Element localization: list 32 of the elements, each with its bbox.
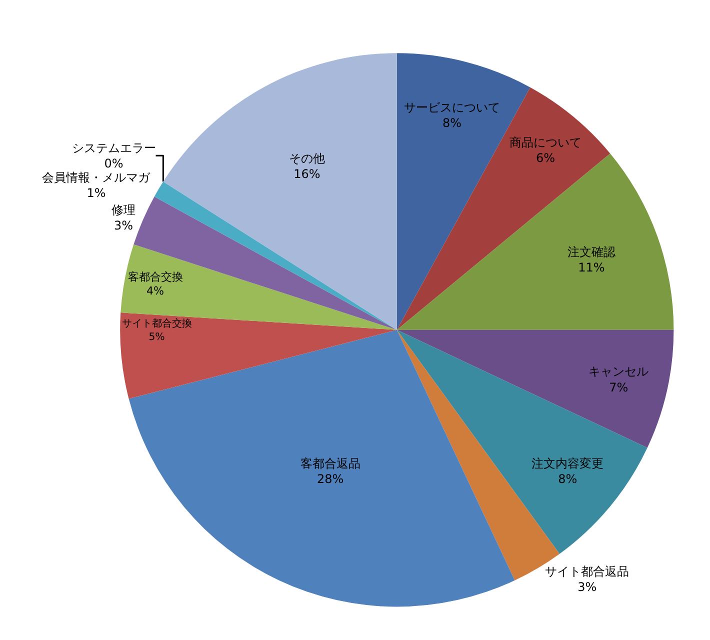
data-label: 28% <box>316 472 344 486</box>
data-label: 11% <box>578 260 605 275</box>
slice-label: 会員情報・メルマガ <box>42 170 152 184</box>
pie-slice <box>396 153 674 330</box>
slice-label: 注文内容変更 <box>532 456 604 470</box>
slice-label: サイト都合交換 <box>122 318 192 330</box>
pie-slice <box>128 330 515 606</box>
slice-label: その他 <box>288 151 325 166</box>
data-label: 5% <box>148 332 166 343</box>
slice-label: サイト都合返品 <box>545 564 630 578</box>
category-label: システムエラー <box>72 140 156 155</box>
pie-slice <box>396 330 674 448</box>
data-label: 8% <box>442 116 462 130</box>
pie-slice <box>120 244 397 330</box>
slice-label: サービスについて <box>404 100 500 114</box>
data-label: 8% <box>558 472 578 486</box>
slice-label: 修理 <box>111 202 136 217</box>
slice-label: キャンセル <box>588 364 649 379</box>
slice-label: 商品について <box>509 136 582 150</box>
data-label: 1% <box>86 186 106 200</box>
data-label: 3% <box>114 218 133 232</box>
slice-label: 客都合交換 <box>128 270 183 284</box>
data-label: 4% <box>146 284 164 298</box>
pie-slice <box>396 330 648 554</box>
data-label: 16% <box>294 167 320 182</box>
data-label: 3% <box>578 580 597 594</box>
data-label: 6% <box>536 151 556 166</box>
data-label: 7% <box>609 380 628 394</box>
slice-label: 客都合返品 <box>300 456 360 471</box>
pie-slice <box>120 312 397 399</box>
slice-label: 注文確認 <box>567 245 616 260</box>
text: 0% <box>104 156 124 170</box>
